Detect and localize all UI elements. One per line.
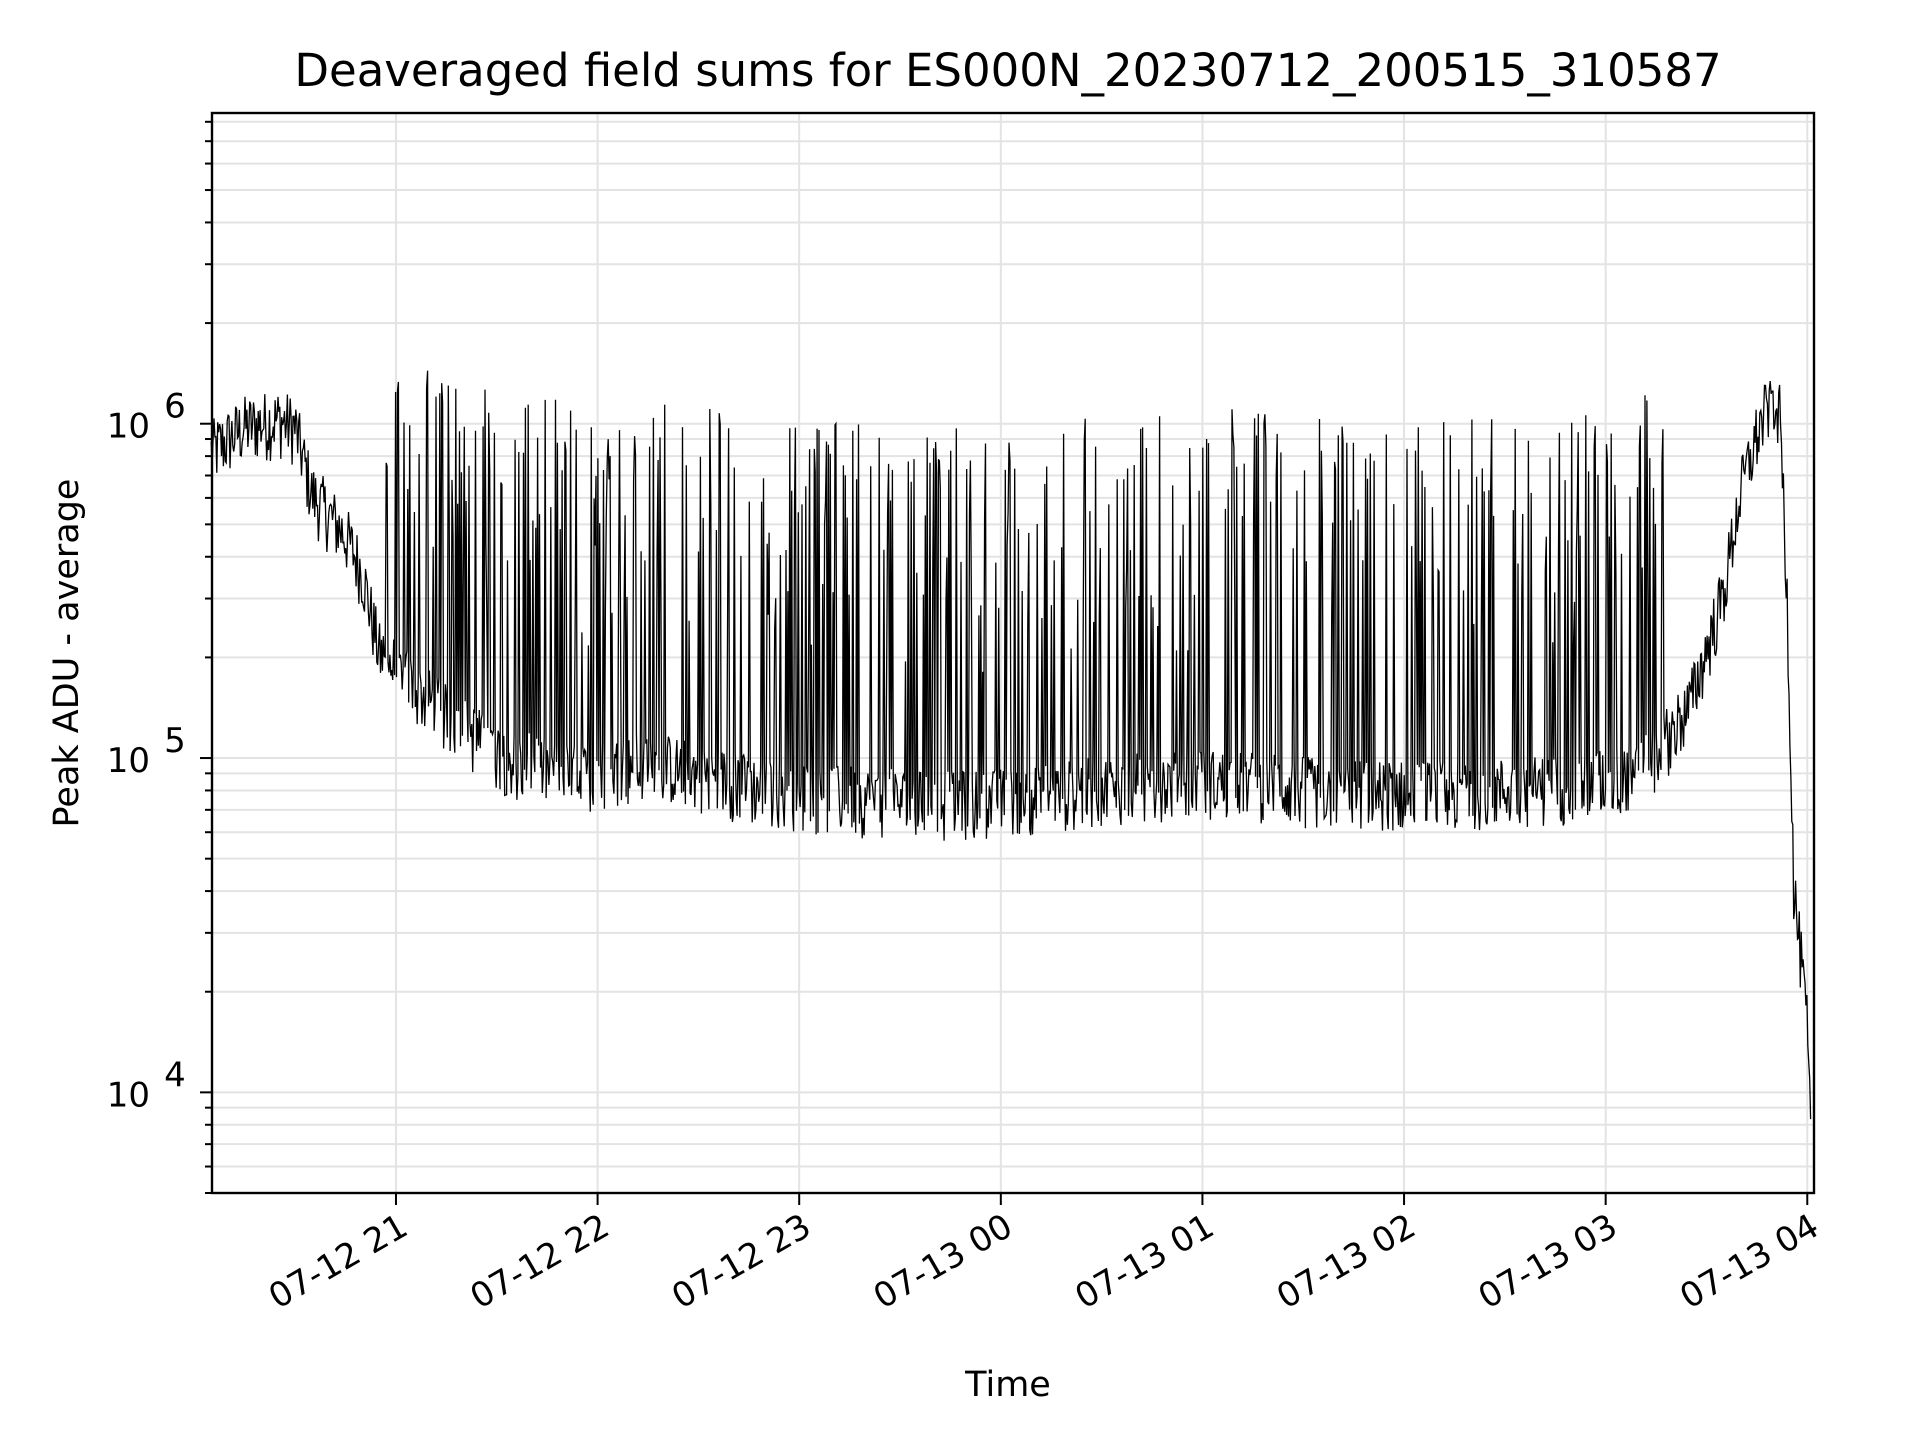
series-line	[210, 370, 1812, 1120]
y-axis-label: Peak ADU - average	[47, 479, 87, 828]
y-tick-label: 10	[107, 1075, 150, 1115]
y-tick-exponent: 5	[164, 721, 186, 761]
plot-area	[210, 370, 1812, 1120]
chart-title: Deaveraged field sums for ES000N_2023071…	[294, 44, 1721, 97]
y-tick-label: 10	[107, 407, 150, 447]
y-tick-label: 10	[107, 741, 150, 781]
y-tick-exponent: 4	[164, 1055, 186, 1095]
plot-frame	[210, 111, 1816, 1195]
y-tick-exponent: 6	[164, 387, 186, 427]
y-axis: 10 4 10 5 10 6	[107, 120, 212, 1194]
x-axis-label: Time	[964, 1365, 1051, 1405]
